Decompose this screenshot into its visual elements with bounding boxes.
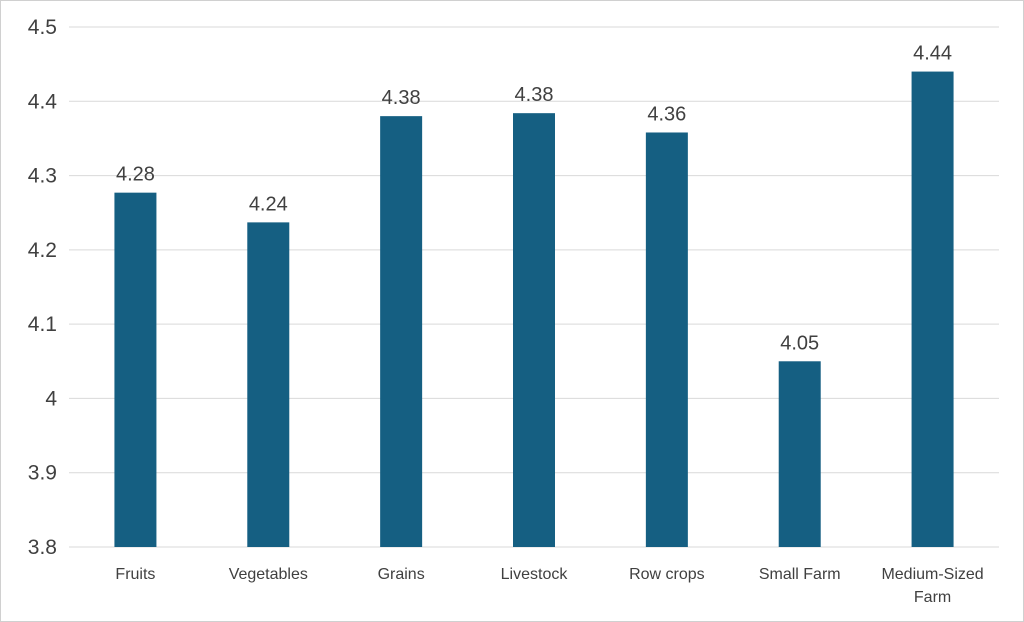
bar-vegetables bbox=[247, 222, 290, 547]
y-tick-label: 4.4 bbox=[28, 90, 58, 113]
y-tick-label: 4.1 bbox=[28, 313, 57, 336]
bar-medium-sized-farm bbox=[911, 71, 954, 548]
x-category-label: Fruits bbox=[115, 566, 155, 583]
data-label: 4.36 bbox=[647, 103, 686, 125]
data-label: 4.38 bbox=[382, 87, 421, 109]
y-tick-label: 4.2 bbox=[28, 239, 57, 262]
data-label: 4.44 bbox=[913, 43, 952, 65]
y-tick-label: 4 bbox=[45, 387, 57, 410]
data-label: 4.38 bbox=[515, 84, 554, 106]
bar-fruits bbox=[114, 192, 157, 547]
data-label: 4.24 bbox=[249, 193, 288, 215]
y-tick-label: 4.3 bbox=[28, 165, 57, 188]
x-category-label: Row crops bbox=[629, 566, 705, 583]
data-labels: 4.28 4.24 4.38 4.38 4.36 4.05 4.44 bbox=[116, 43, 952, 355]
bar-small-farm bbox=[778, 361, 821, 547]
data-label: 4.05 bbox=[780, 332, 819, 354]
x-axis-category-labels: Fruits Vegetables Grains Livestock Row crops… bbox=[115, 566, 983, 606]
x-category-label: Small Farm bbox=[759, 566, 841, 583]
y-tick-label: 4.5 bbox=[28, 16, 57, 39]
x-category-label: Vegetables bbox=[229, 566, 308, 583]
data-label: 4.28 bbox=[116, 164, 155, 186]
bar-grains bbox=[380, 116, 423, 548]
x-category-label: Livestock bbox=[501, 566, 569, 583]
y-tick-label: 3.8 bbox=[28, 536, 57, 559]
bars bbox=[114, 71, 954, 548]
bar-row-crops bbox=[645, 132, 688, 547]
x-category-label: Medium-Sized Farm bbox=[881, 566, 983, 606]
y-tick-label: 3.9 bbox=[28, 462, 57, 485]
x-category-label: Grains bbox=[378, 566, 425, 583]
bar-livestock bbox=[513, 113, 555, 548]
y-axis-tick-labels: 3.8 3.9 4 4.1 4.2 4.3 4.4 4.5 bbox=[28, 16, 58, 559]
